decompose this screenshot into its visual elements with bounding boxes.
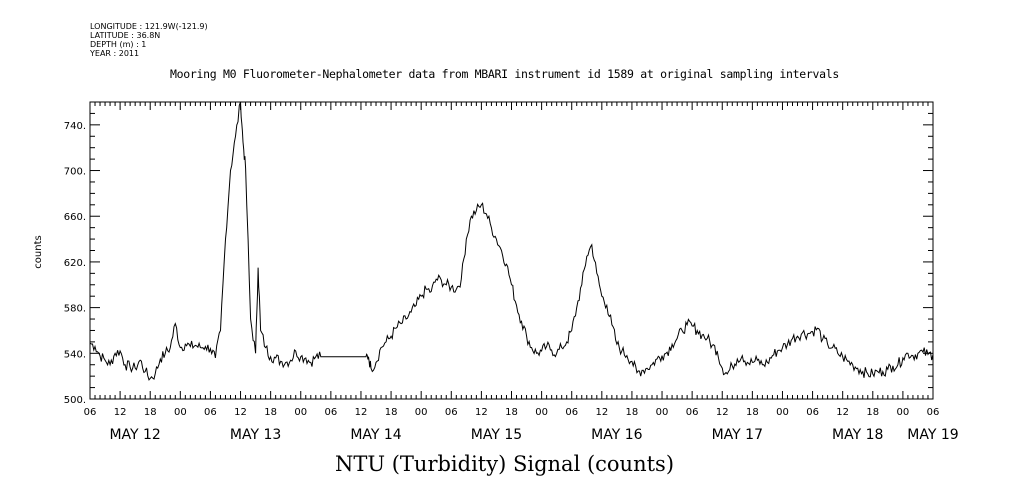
x-tick-label: 06 xyxy=(686,407,699,418)
chart-title: Mooring M0 Fluorometer-Nephalometer data… xyxy=(170,67,839,81)
longitude-text: LONGITUDE : 121.9W(-121.9) xyxy=(90,22,208,31)
y-tick-label: 620. xyxy=(64,258,86,269)
x-tick-label: 12 xyxy=(475,407,488,418)
axis-labels: 06 12 18 00 06 12 18 00 06 12 18 00 06 12 18 00 06 12 18 00… xyxy=(64,121,959,443)
x-tick-label: 00 xyxy=(776,407,789,418)
x-tick-label: 06 xyxy=(84,407,97,418)
x-tick-label: 12 xyxy=(234,407,247,418)
metadata-block: LONGITUDE : 121.9W(-121.9) LATITUDE : 36… xyxy=(90,22,208,58)
x-tick-label: 12 xyxy=(716,407,729,418)
y-tick-label: 700. xyxy=(64,167,86,178)
x-tick-label: 06 xyxy=(445,407,458,418)
depth-text: DEPTH (m) : 1 xyxy=(90,40,147,49)
x-tick-label: 12 xyxy=(355,407,368,418)
x-tick-label: 00 xyxy=(897,407,910,418)
x-day-label: MAY 19 xyxy=(907,427,958,443)
x-tick-label: 06 xyxy=(204,407,217,418)
x-tick-label: 06 xyxy=(927,407,940,418)
x-tick-label: 00 xyxy=(174,407,187,418)
x-day-label: MAY 16 xyxy=(591,427,642,443)
x-tick-label: 00 xyxy=(294,407,307,418)
x-tick-label: 00 xyxy=(656,407,669,418)
x-tick-label: 12 xyxy=(595,407,608,418)
x-tick-label: 18 xyxy=(385,407,398,418)
plot-frame xyxy=(89,101,934,400)
series-line xyxy=(89,101,934,381)
latitude-text: LATITUDE : 36.8N xyxy=(90,31,161,40)
year-text: YEAR : 2011 xyxy=(90,49,140,58)
x-tick-label: 12 xyxy=(836,407,849,418)
y-tick-label: 540. xyxy=(64,349,86,360)
y-tick-label: 500. xyxy=(64,395,86,406)
y-tick-label: 580. xyxy=(64,304,86,315)
x-tick-label: 12 xyxy=(114,407,127,418)
x-tick-label: 18 xyxy=(264,407,277,418)
x-tick-label: 06 xyxy=(565,407,578,418)
y-axis-label: counts xyxy=(33,235,44,268)
x-day-label: MAY 17 xyxy=(712,427,763,443)
x-tick-label: 00 xyxy=(535,407,548,418)
x-tick-label: 18 xyxy=(626,407,639,418)
x-tick-label: 06 xyxy=(806,407,819,418)
x-tick-label: 18 xyxy=(505,407,518,418)
x-day-label: MAY 14 xyxy=(350,427,401,443)
axis-ticks xyxy=(89,101,934,400)
y-tick-label: 660. xyxy=(64,212,86,223)
x-day-label: MAY 12 xyxy=(109,427,160,443)
x-axis-title: NTU (Turbidity) Signal (counts) xyxy=(334,452,675,476)
x-tick-label: 18 xyxy=(144,407,157,418)
x-tick-label: 18 xyxy=(746,407,759,418)
x-day-label: MAY 13 xyxy=(230,427,281,443)
x-tick-label: 00 xyxy=(415,407,428,418)
x-tick-label: 06 xyxy=(324,407,337,418)
x-tick-label: 18 xyxy=(866,407,879,418)
y-tick-label: 740. xyxy=(64,121,86,132)
x-day-label: MAY 15 xyxy=(471,427,522,443)
x-day-label: MAY 18 xyxy=(832,427,883,443)
